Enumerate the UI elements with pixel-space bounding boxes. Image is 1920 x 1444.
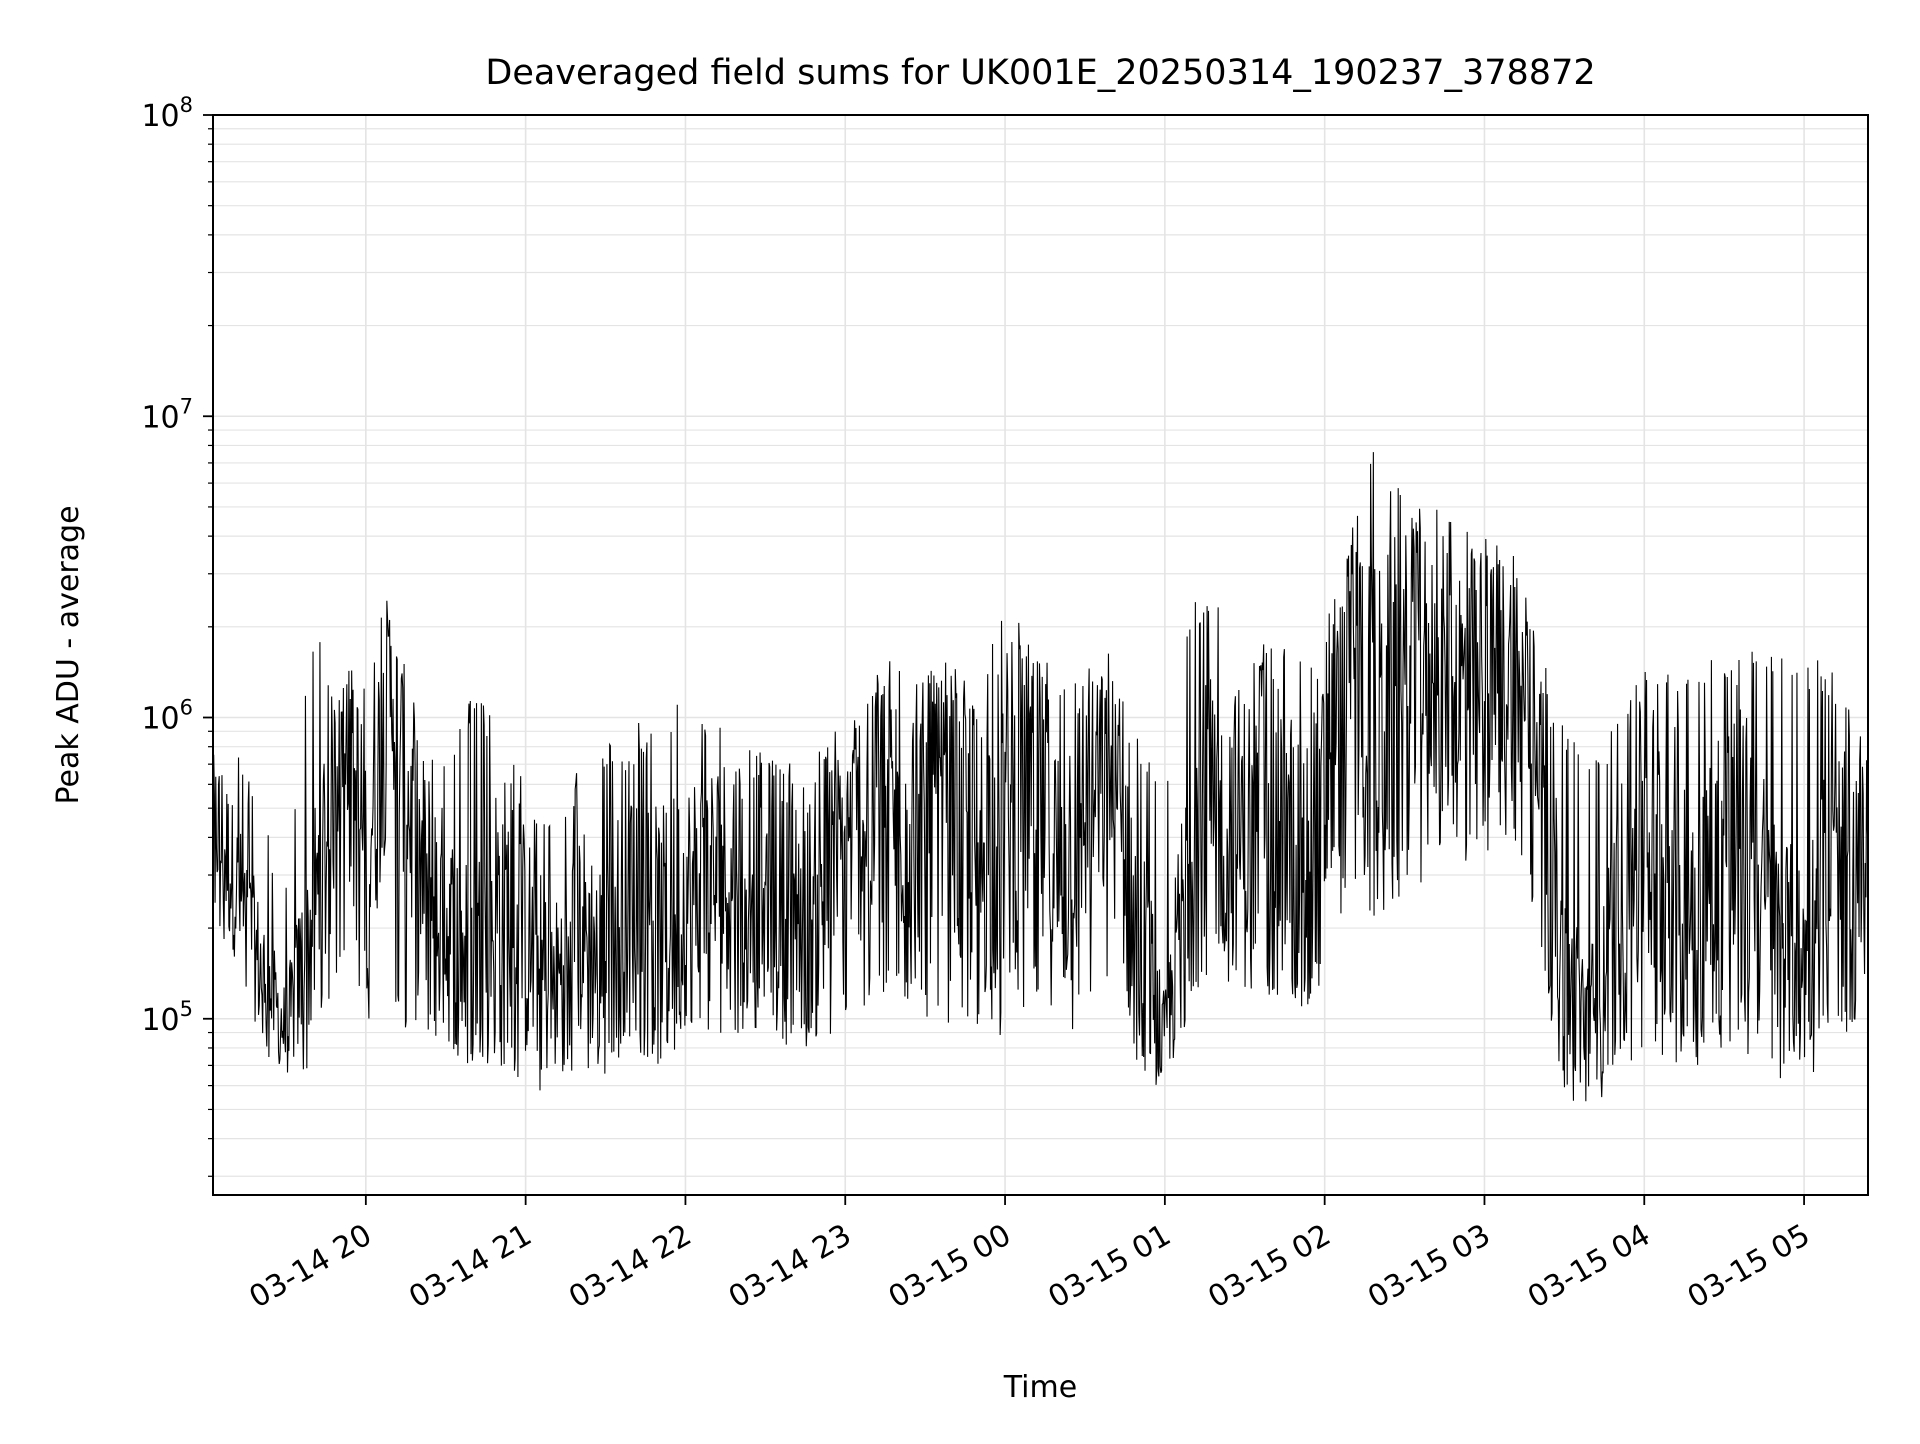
axes-frame	[212, 114, 1869, 1196]
y-tick-exponent: 6	[180, 696, 193, 720]
y-tick-label: 107	[141, 394, 193, 435]
series-layer	[212, 452, 1869, 1102]
y-axis-label: Peak ADU - average	[51, 505, 86, 804]
series-line	[212, 452, 1869, 1102]
x-axis-label: Time	[1003, 1370, 1077, 1405]
y-tick-base: 10	[141, 400, 179, 435]
y-tick-exponent: 8	[180, 93, 193, 117]
y-tick-exponent: 7	[180, 394, 193, 418]
y-tick-label: 108	[141, 93, 193, 134]
y-tick-base: 10	[141, 99, 179, 134]
y-tick-exponent: 5	[180, 997, 193, 1021]
chart-title: Deaveraged field sums for UK001E_2025031…	[485, 53, 1595, 93]
y-tick-base: 10	[141, 702, 179, 737]
y-tick-base: 10	[141, 1003, 179, 1038]
y-tick-label: 106	[141, 696, 193, 737]
y-tick-label: 105	[141, 997, 193, 1038]
